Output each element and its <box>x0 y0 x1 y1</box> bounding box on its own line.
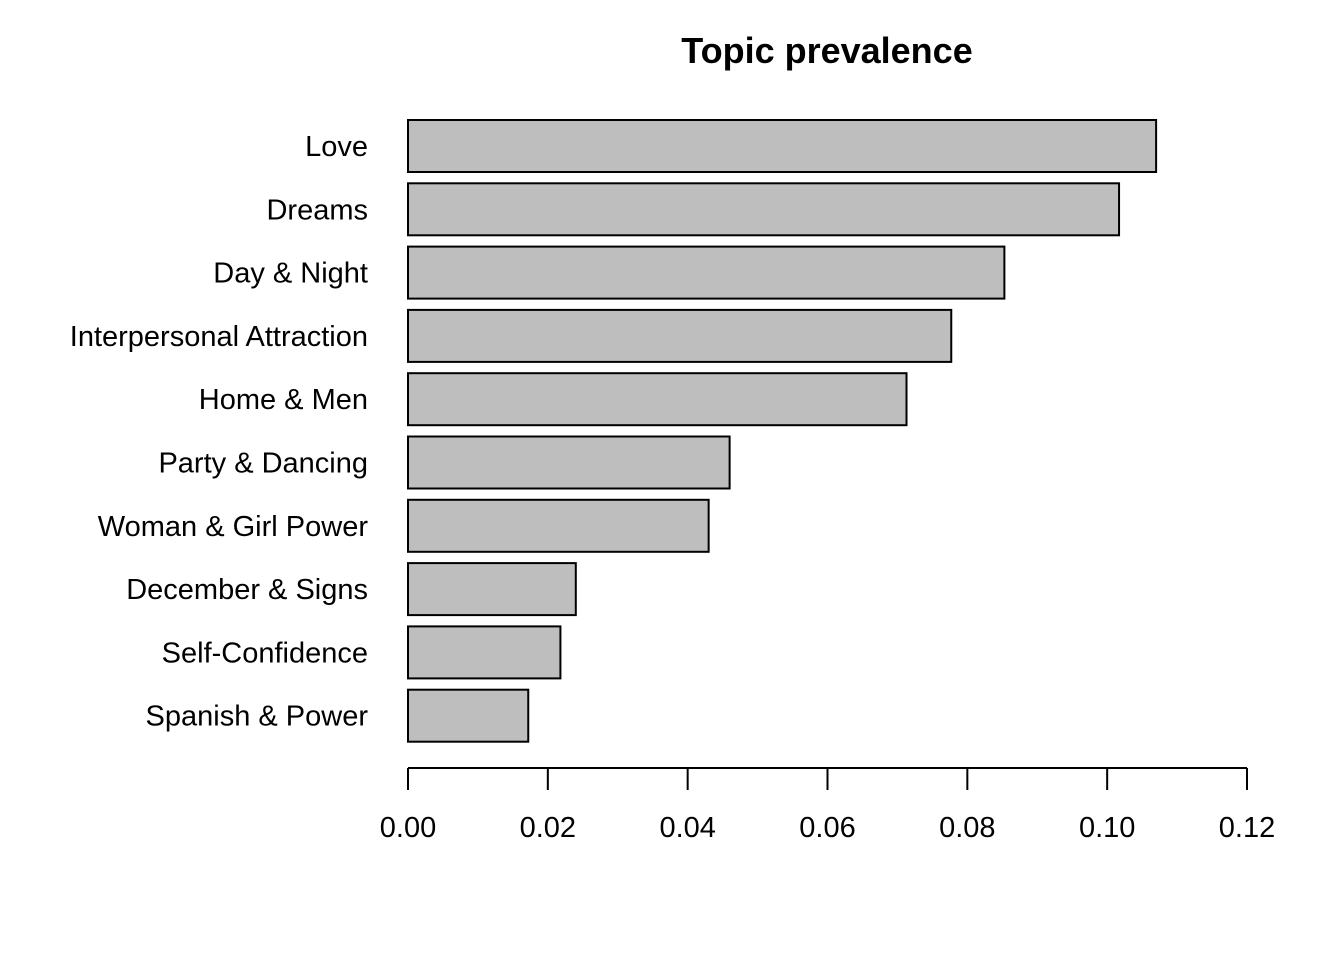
category-label: Dreams <box>266 194 368 226</box>
bar-6 <box>407 498 710 553</box>
chart-title: Topic prevalence <box>681 30 972 71</box>
x-tick-label: 0.06 <box>799 812 855 844</box>
category-label: Day & Night <box>213 258 368 290</box>
bars-group <box>407 119 1158 743</box>
category-label: Party & Dancing <box>158 448 368 480</box>
category-label: Self-Confidence <box>162 637 368 669</box>
bar-2 <box>407 245 1006 300</box>
x-axis: 0.00 0.02 0.04 0.06 0.08 0.10 0.12 <box>380 767 1275 844</box>
x-tick-label: 0.04 <box>659 812 715 844</box>
x-tick-label: 0.02 <box>520 812 576 844</box>
category-label: Spanish & Power <box>146 701 369 733</box>
bar-3 <box>407 308 953 363</box>
bar-9 <box>407 688 530 743</box>
bar-0 <box>407 119 1158 173</box>
bar-5 <box>407 435 731 490</box>
category-label: December & Signs <box>126 574 368 606</box>
category-labels-group: Love Dreams Day & Night Interpersonal Attra… <box>70 131 369 733</box>
x-tick-label: 0.00 <box>380 812 436 844</box>
category-label: Love <box>305 131 368 163</box>
x-tick-label: 0.10 <box>1079 812 1135 844</box>
bar-7 <box>407 562 577 617</box>
category-label: Interpersonal Attraction <box>70 321 368 353</box>
bar-1 <box>407 182 1121 237</box>
x-tick-label: 0.08 <box>939 812 995 844</box>
category-label: Home & Men <box>199 384 368 416</box>
x-tick-label: 0.12 <box>1219 812 1275 844</box>
category-label: Woman & Girl Power <box>98 511 369 543</box>
bar-8 <box>407 625 562 680</box>
bar-4 <box>407 372 908 427</box>
